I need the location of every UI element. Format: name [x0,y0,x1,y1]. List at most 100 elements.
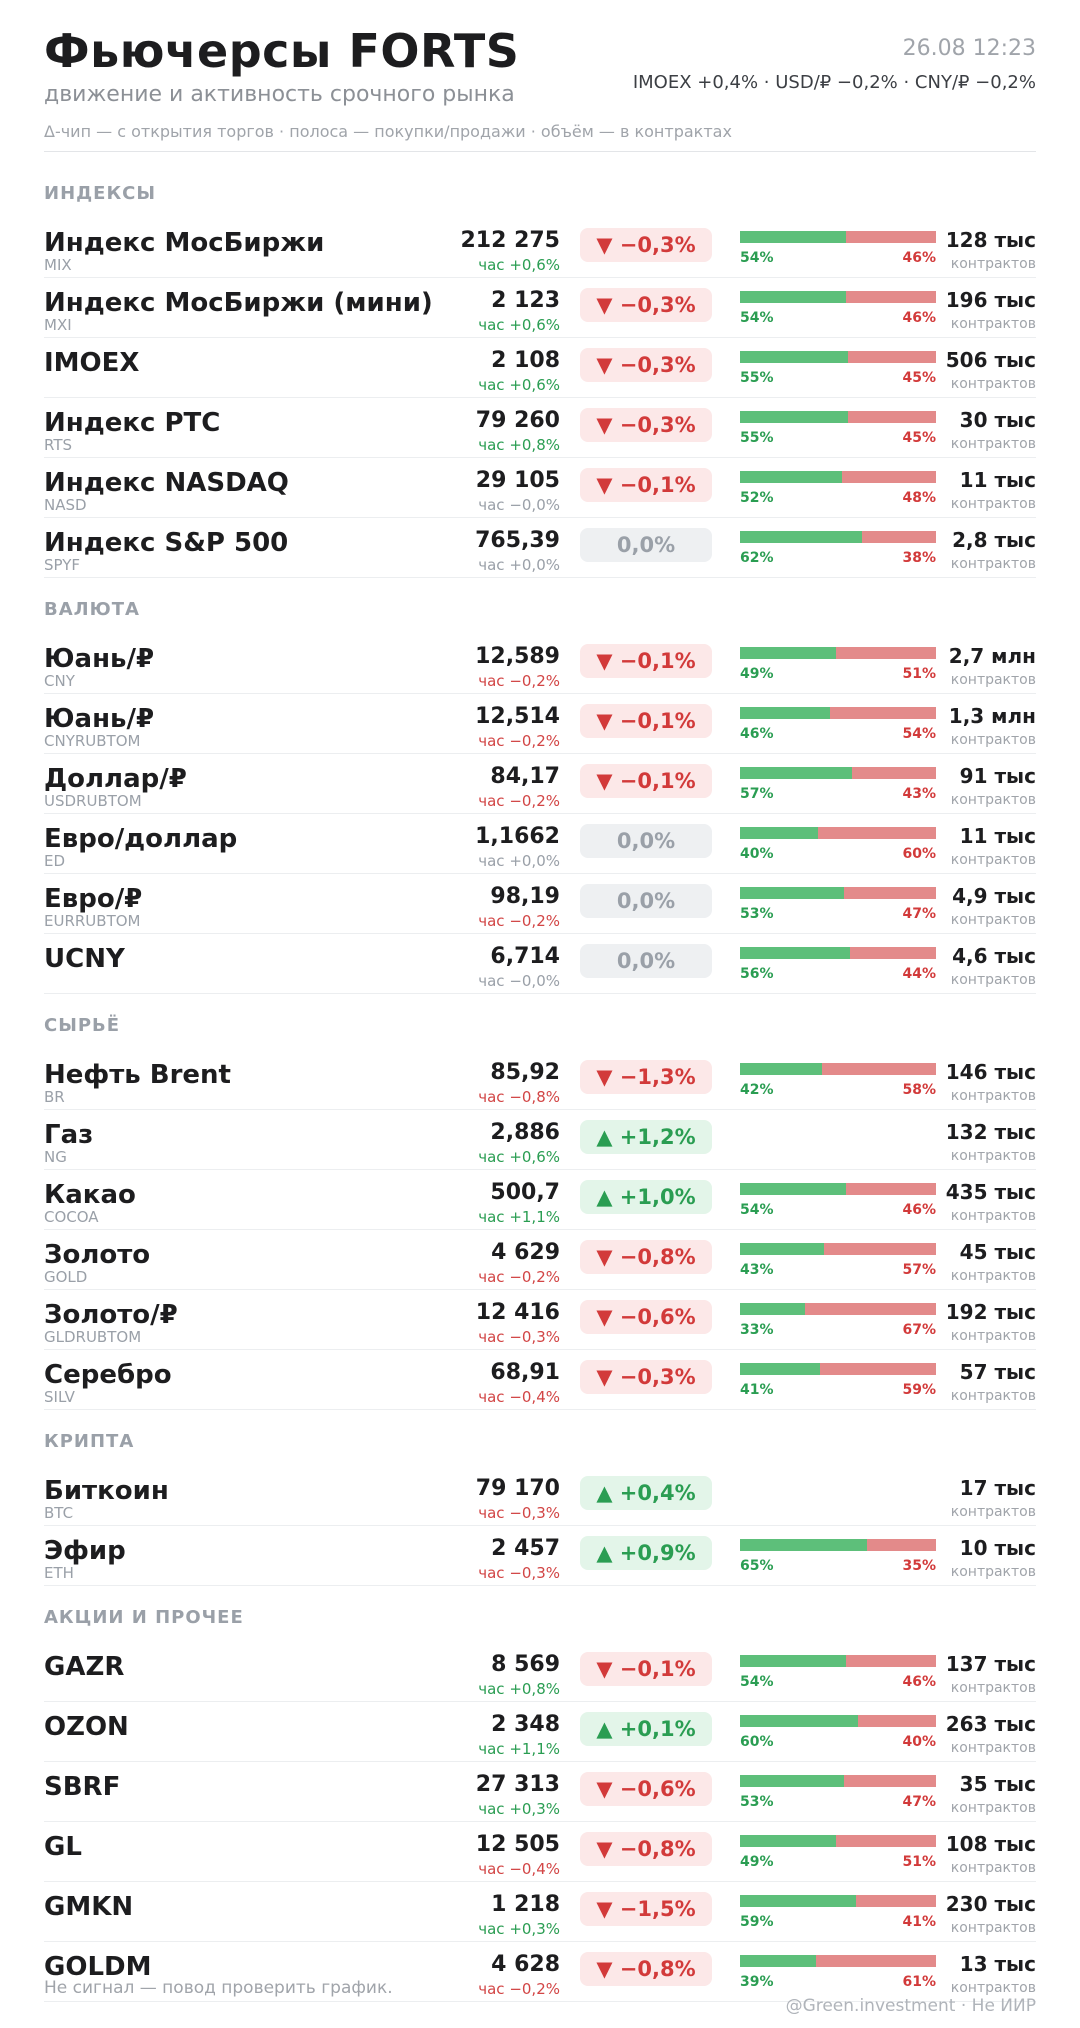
buy-sell-bar [740,1539,936,1551]
buy-sell-bar [740,947,936,959]
change-chip: ▲ +1,0% [580,1180,712,1214]
buy-sell-bar [740,767,936,779]
buy-percent: 49% [740,1854,774,1870]
price-value: 8 569 [491,1652,560,1677]
table-row[interactable]: OZON 2 348 час +1,1% ▲ +0,1% 60% 40% 263 тыс ко… [44,1702,1036,1762]
change-chip: ▲ +0,1% [580,1712,712,1746]
volume-unit: контрактов [950,496,1036,512]
table-row[interactable]: IMOEX 2 108 час +0,6% ▼ −0,3% 55% 45% 506 тыс к… [44,338,1036,398]
volume-unit: контрактов [950,1088,1036,1104]
table-row[interactable]: SBRF 27 313 час +0,3% ▼ −0,6% 53% 47% 35 тыс ко… [44,1762,1036,1822]
volume-value: 108 тыс [945,1832,1036,1856]
buy-fill [740,827,819,839]
table-row[interactable]: Индекс МосБиржи (мини) MXI 2 123 час +0,6% ▼… [44,278,1036,338]
price-value: 12,589 [475,644,560,669]
price-value: 4 629 [491,1240,560,1265]
buy-sell-bar [740,1715,936,1727]
price-value: 1,1662 [475,824,560,849]
hour-change: час +0,0% [478,852,560,870]
buy-fill [740,1183,846,1195]
volume-unit: контрактов [950,1980,1036,1996]
instrument-name: GAZR [44,1652,125,1682]
price-value: 79 170 [475,1476,560,1501]
buy-percent: 55% [740,430,774,446]
volume-unit: контрактов [950,436,1036,452]
instrument-name: Какао [44,1180,136,1210]
instrument-name: Индекс РТС [44,408,221,438]
change-chip: ▼ −0,1% [580,468,712,502]
price-value: 84,17 [490,764,560,789]
table-row[interactable]: Юань/₽ CNYRUBTOM 12,514 час −0,2% ▼ −0,1% 46%… [44,694,1036,754]
hour-change: час +0,3% [478,1920,560,1938]
volume-unit: контрактов [950,1208,1036,1224]
sell-percent: 57% [902,1262,936,1278]
timestamp: 26.08 12:23 [902,36,1036,61]
section-0: ИНДЕКСЫ Индекс МосБиржи MIX 212 275 час +0,6… [44,170,1036,578]
table-row[interactable]: Какао COCOA 500,7 час +1,1% ▲ +1,0% 54% 46% 435… [44,1170,1036,1230]
table-row[interactable]: GMKN 1 218 час +0,3% ▼ −1,5% 59% 41% 230 тыс ко… [44,1882,1036,1942]
table-row[interactable]: Индекс МосБиржи MIX 212 275 час +0,6% ▼ −0,3… [44,218,1036,278]
buy-fill [740,1895,856,1907]
instrument-ticker: CNY [44,672,75,690]
price-value: 1 218 [491,1892,560,1917]
footer-note: Не сигнал — повод проверить график. [44,1978,393,1998]
page-header: Фьючерсы FORTS движение и активность сро… [44,24,1036,152]
price-value: 765,39 [475,528,560,553]
change-chip: ▼ −1,3% [580,1060,712,1094]
buy-fill [740,1715,858,1727]
section-title: АКЦИИ И ПРОЧЕЕ [44,1607,244,1628]
buy-fill [740,1363,821,1375]
hour-change: час −0,2% [478,1268,560,1286]
table-row[interactable]: Индекс РТС RTS 79 260 час +0,8% ▼ −0,3% 55% 45… [44,398,1036,458]
page-title: Фьючерсы FORTS [44,24,520,78]
table-row[interactable]: Евро/доллар ED 1,1662 час +0,0% 0,0% 40% 60% 11… [44,814,1036,874]
table-row[interactable]: Доллар/₽ USDRUBTOM 84,17 час −0,2% ▼ −0,1% 57… [44,754,1036,814]
table-row[interactable]: Индекс NASDAQ NASD 29 105 час −0,0% ▼ −0,1% 5… [44,458,1036,518]
buy-fill [740,1775,844,1787]
sell-percent: 40% [902,1734,936,1750]
instrument-ticker: RTS [44,436,73,454]
table-row[interactable]: Евро/₽ EURRUBTOM 98,19 час −0,2% 0,0% 53% 47% 4… [44,874,1036,934]
table-row[interactable]: Эфир ETH 2 457 час −0,3% ▲ +0,9% 65% 35% 10 тыс… [44,1526,1036,1586]
table-row[interactable]: Газ NG 2,886 час +0,6% ▲ +1,2% 132 тыс контрак… [44,1110,1036,1170]
buy-percent: 42% [740,1082,774,1098]
table-row[interactable]: GL 12 505 час −0,4% ▼ −0,8% 49% 51% 108 тыс кон… [44,1822,1036,1882]
table-row[interactable]: Биткоин BTC 79 170 час −0,3% ▲ +0,4% 17 тыс ко… [44,1466,1036,1526]
sell-percent: 67% [902,1322,936,1338]
table-row[interactable]: UCNY 6,714 час −0,0% 0,0% 56% 44% 4,6 тыс контр… [44,934,1036,994]
page-subtitle: движение и активность срочного рынка [44,82,515,107]
table-row[interactable]: Нефть Brent BR 85,92 час −0,8% ▼ −1,3% 42% 58%… [44,1050,1036,1110]
footer-credit: @Green.investment · Не ИИР [785,1996,1036,2016]
buy-percent: 43% [740,1262,774,1278]
volume-unit: контрактов [950,852,1036,868]
section-1: ВАЛЮТА Юань/₽ CNY 12,589 час −0,2% ▼ −0,1% 49%… [44,586,1036,994]
buy-percent: 46% [740,726,774,742]
table-row[interactable]: Серебро SILV 68,91 час −0,4% ▼ −0,3% 41% 59% 57… [44,1350,1036,1410]
change-chip: ▼ −0,1% [580,1652,712,1686]
buy-fill [740,351,848,363]
instrument-ticker: MXI [44,316,72,334]
table-row[interactable]: Золото GOLD 4 629 час −0,2% ▼ −0,8% 43% 57% 45 … [44,1230,1036,1290]
table-row[interactable]: Золото/₽ GLDRUBTOM 12 416 час −0,3% ▼ −0,6% 3… [44,1290,1036,1350]
instrument-name: SBRF [44,1772,121,1802]
instrument-name: GL [44,1832,82,1862]
volume-unit: контрактов [950,672,1036,688]
table-row[interactable]: GAZR 8 569 час +0,8% ▼ −0,1% 54% 46% 137 тыс ко… [44,1642,1036,1702]
buy-fill [740,767,852,779]
buy-fill [740,1243,825,1255]
instrument-ticker: BTC [44,1504,74,1522]
change-chip: ▼ −0,8% [580,1952,712,1986]
buy-fill [740,411,848,423]
table-row[interactable]: Индекс S&P 500 SPYF 765,39 час +0,0% 0,0% 62%… [44,518,1036,578]
buy-fill [740,887,844,899]
price-value: 29 105 [475,468,560,493]
sell-percent: 61% [902,1974,936,1990]
hour-change: час +0,8% [478,436,560,454]
buy-sell-bar [740,1895,936,1907]
volume-value: 132 тыс [945,1120,1036,1144]
volume-value: 146 тыс [945,1060,1036,1084]
table-row[interactable]: Юань/₽ CNY 12,589 час −0,2% ▼ −0,1% 49% 51% 2,7… [44,634,1036,694]
buy-fill [740,531,862,543]
table-row[interactable]: GOLDM 4 628 час −0,2% ▼ −0,8% 39% 61% 13 тыс ко… [44,1942,1036,2002]
volume-unit: контрактов [950,1148,1036,1164]
